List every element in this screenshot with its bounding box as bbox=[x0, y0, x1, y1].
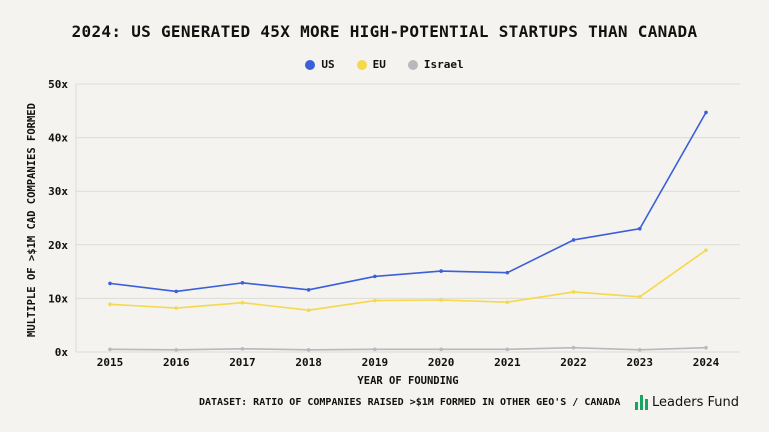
x-tick-label: 2018 bbox=[295, 356, 322, 369]
legend-swatch-israel bbox=[407, 59, 418, 70]
legend: US EU Israel bbox=[0, 58, 769, 71]
y-tick-label: 0x bbox=[55, 346, 69, 359]
legend-swatch-us bbox=[305, 59, 316, 70]
data-point-eu bbox=[637, 294, 642, 299]
data-point-us bbox=[439, 269, 443, 273]
legend-swatch-eu bbox=[356, 59, 367, 70]
y-tick-label: 10x bbox=[48, 292, 68, 305]
x-tick-label: 2015 bbox=[97, 356, 124, 369]
data-point-us bbox=[637, 226, 642, 231]
data-point-eu bbox=[373, 298, 377, 303]
data-point-israel bbox=[306, 348, 311, 352]
legend-item-us: US bbox=[305, 58, 335, 71]
x-tick-label: 2017 bbox=[229, 356, 256, 369]
legend-label-israel: Israel bbox=[423, 58, 464, 71]
data-point-us bbox=[174, 289, 179, 294]
data-point-israel bbox=[704, 345, 708, 350]
x-tick-label: 2020 bbox=[428, 356, 455, 369]
x-tick-label: 2023 bbox=[627, 356, 654, 369]
legend-item-eu: EU bbox=[356, 58, 386, 71]
brand-name: Leaders Fund bbox=[652, 395, 739, 410]
data-point-eu bbox=[704, 248, 708, 252]
chart-title: 2024: US GENERATED 45X MORE HIGH-POTENTI… bbox=[71, 22, 698, 41]
data-point-israel bbox=[637, 348, 642, 352]
data-point-us bbox=[571, 238, 576, 242]
data-point-eu bbox=[571, 290, 576, 294]
data-point-israel bbox=[439, 347, 443, 352]
data-point-israel bbox=[505, 347, 510, 352]
data-point-eu bbox=[108, 302, 112, 307]
dataset-note: DATASET: RATIO OF COMPANIES RAISED >$1M … bbox=[199, 397, 621, 408]
data-point-us bbox=[704, 110, 708, 115]
data-point-israel bbox=[174, 348, 179, 352]
x-tick-label: 2022 bbox=[560, 356, 587, 369]
x-axis-title: YEAR OF FOUNDING bbox=[357, 375, 458, 387]
y-tick-label: 50x bbox=[48, 78, 68, 91]
data-point-us bbox=[108, 281, 112, 286]
data-point-us bbox=[505, 270, 510, 275]
footer: DATASET: RATIO OF COMPANIES RAISED >$1M … bbox=[0, 395, 769, 415]
data-point-israel bbox=[240, 346, 245, 351]
data-point-eu bbox=[174, 306, 179, 310]
data-point-us bbox=[240, 281, 245, 285]
data-point-eu bbox=[439, 298, 443, 302]
bar-logo-icon bbox=[635, 395, 648, 410]
data-point-us bbox=[306, 288, 311, 292]
data-point-us bbox=[373, 274, 377, 279]
y-tick-label: 40x bbox=[48, 132, 68, 145]
x-tick-label: 2021 bbox=[494, 356, 521, 369]
brand-logo: Leaders Fund bbox=[635, 395, 739, 410]
legend-label-us: US bbox=[321, 58, 335, 71]
series-line-eu bbox=[109, 249, 707, 311]
x-tick-label: 2024 bbox=[693, 356, 720, 369]
data-point-israel bbox=[373, 347, 377, 352]
data-point-eu bbox=[240, 300, 245, 305]
y-axis-title: MULTIPLE OF >$1M CAD COMPANIES FORMED bbox=[26, 103, 38, 337]
series-line-us bbox=[109, 112, 707, 293]
data-point-eu bbox=[505, 300, 510, 304]
data-point-israel bbox=[571, 345, 576, 350]
y-tick-label: 30x bbox=[48, 185, 68, 198]
data-point-israel bbox=[108, 347, 112, 352]
data-point-eu bbox=[306, 308, 311, 312]
series-line-israel bbox=[109, 346, 707, 351]
x-tick-label: 2019 bbox=[362, 356, 389, 369]
x-tick-label: 2016 bbox=[163, 356, 190, 369]
y-tick-label: 20x bbox=[48, 239, 68, 252]
legend-item-israel: Israel bbox=[407, 58, 464, 71]
legend-label-eu: EU bbox=[372, 58, 386, 71]
